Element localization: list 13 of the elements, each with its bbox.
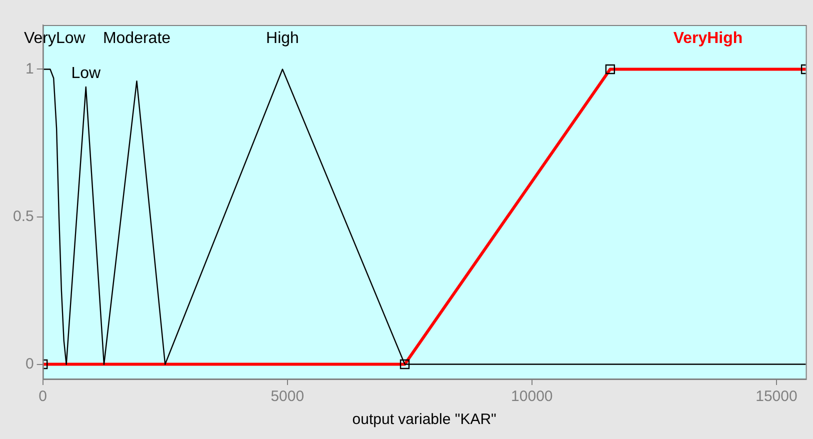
y-tick-label: 0.5 [12, 208, 34, 225]
y-tick-label: 1 [26, 60, 34, 78]
y-tick-label: 0 [26, 355, 34, 372]
series-label: VeryLow [24, 30, 86, 47]
series-label: VeryHigh [673, 30, 743, 47]
series-label: Low [71, 64, 102, 82]
x-axis-title: output variable "KAR" [352, 411, 496, 428]
x-tick-label: 15000 [756, 388, 798, 406]
series-label: High [266, 30, 299, 47]
x-tick-label: 5000 [270, 388, 304, 406]
x-tick-label: 10000 [511, 388, 553, 406]
text: Moderate [102, 30, 171, 47]
x-tick-label: 0 [38, 388, 48, 406]
